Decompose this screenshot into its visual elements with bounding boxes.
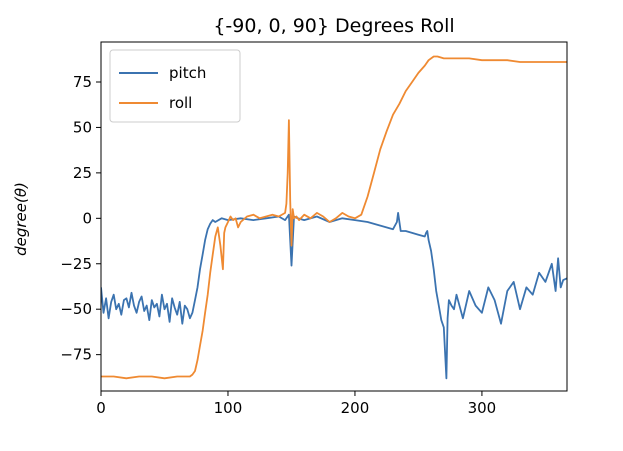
x-tick-label: 0 xyxy=(96,399,106,417)
legend-label-pitch: pitch xyxy=(169,64,206,82)
y-axis-label: degree(θ) xyxy=(12,182,30,256)
x-tick-label: 300 xyxy=(468,399,497,417)
y-tick-label: −75 xyxy=(60,346,92,364)
y-tick-label: 0 xyxy=(82,209,92,227)
x-tick-label: 200 xyxy=(341,399,370,417)
chart-title: {-90, 0, 90} Degrees Roll xyxy=(213,15,454,37)
y-tick-label: 75 xyxy=(73,73,92,91)
axis-ticks: 0 100 200 300 75 50 25 0 −25 −50 −75 xyxy=(60,73,496,417)
x-tick-label: 100 xyxy=(214,399,243,417)
series-line-pitch xyxy=(101,212,567,380)
series-layer xyxy=(101,55,567,380)
y-tick-label: −25 xyxy=(60,255,92,273)
legend: pitch roll xyxy=(109,49,241,123)
series-line-roll xyxy=(101,55,567,380)
y-tick-label: 50 xyxy=(73,118,92,136)
y-tick-label: 25 xyxy=(73,164,92,182)
legend-label-roll: roll xyxy=(169,94,192,112)
plot-area-frame xyxy=(100,41,568,392)
y-tick-label: −50 xyxy=(60,300,92,318)
